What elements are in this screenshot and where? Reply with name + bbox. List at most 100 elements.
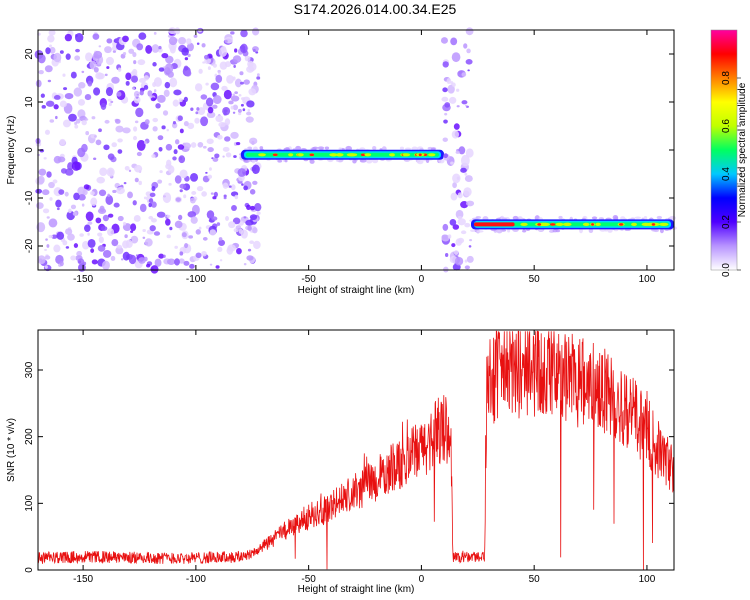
noise-blob bbox=[75, 48, 80, 53]
noise-blob bbox=[227, 244, 236, 252]
trace-peak bbox=[549, 223, 556, 226]
trace-hotspot bbox=[641, 222, 651, 226]
noise-blob bbox=[460, 167, 467, 173]
noise-blob bbox=[143, 196, 147, 200]
noise-blob bbox=[464, 222, 471, 228]
colorbar-label: Normalized spectral amplitude bbox=[737, 82, 748, 217]
noise-blob bbox=[205, 97, 214, 107]
noise-blob bbox=[133, 215, 141, 222]
noise-blob bbox=[240, 103, 244, 107]
noise-blob bbox=[206, 111, 216, 119]
noise-blob bbox=[85, 52, 93, 62]
noise-blob bbox=[116, 186, 125, 195]
trace-halo bbox=[470, 229, 476, 232]
noise-blob bbox=[124, 165, 130, 171]
noise-blob bbox=[230, 95, 240, 102]
noise-blob bbox=[172, 99, 180, 107]
noise-blob bbox=[449, 96, 457, 104]
noise-blob bbox=[207, 66, 211, 70]
noise-blob bbox=[252, 48, 256, 53]
noise-blob bbox=[95, 217, 102, 224]
noise-blob bbox=[452, 224, 460, 230]
spectrogram-y-tick-label: -10 bbox=[24, 190, 35, 205]
noise-blob bbox=[442, 137, 448, 142]
trace-halo bbox=[670, 215, 676, 221]
spectrogram-x-tick-label: -50 bbox=[301, 274, 316, 285]
noise-blob bbox=[168, 165, 175, 174]
noise-blob bbox=[82, 240, 90, 250]
noise-blob bbox=[454, 256, 464, 266]
noise-blob bbox=[115, 125, 124, 133]
trace-hotspot bbox=[520, 222, 528, 226]
noise-blob bbox=[49, 119, 55, 123]
noise-blob bbox=[166, 258, 176, 265]
noise-blob bbox=[133, 96, 141, 104]
noise-blob bbox=[35, 79, 42, 88]
noise-blob bbox=[249, 189, 256, 195]
noise-blob bbox=[77, 186, 86, 195]
noise-blob bbox=[232, 217, 241, 225]
noise-blob bbox=[65, 228, 73, 235]
trace-halo bbox=[284, 159, 288, 163]
colorbar-tick-label: 0.0 bbox=[721, 263, 732, 277]
noise-blob bbox=[177, 115, 183, 122]
noise-blob bbox=[205, 171, 208, 174]
trace-peak bbox=[309, 153, 315, 157]
noise-blob bbox=[456, 105, 460, 108]
noise-blob bbox=[456, 88, 460, 92]
noise-blob bbox=[93, 157, 97, 160]
noise-blob bbox=[83, 184, 90, 190]
noise-blob bbox=[107, 193, 111, 198]
noise-blob bbox=[53, 52, 62, 63]
noise-blob bbox=[240, 29, 248, 38]
noise-blob bbox=[164, 81, 171, 89]
noise-blob bbox=[122, 221, 127, 226]
noise-blob bbox=[148, 215, 154, 220]
noise-blob bbox=[81, 70, 85, 74]
noise-blob bbox=[206, 138, 214, 145]
noise-blob bbox=[122, 127, 131, 134]
colorbar: 0.0 0.2 0.4 0.6 0.8 Normalized spectral ampl… bbox=[710, 29, 748, 277]
noise-blob bbox=[169, 77, 178, 88]
noise-blob bbox=[110, 100, 114, 104]
noise-blob bbox=[87, 221, 93, 225]
noise-blob bbox=[197, 141, 204, 148]
noise-blob bbox=[440, 37, 448, 44]
noise-blob bbox=[115, 246, 124, 255]
noise-blob bbox=[181, 232, 187, 238]
noise-blob bbox=[84, 224, 91, 232]
noise-blob bbox=[183, 96, 188, 103]
noise-blob bbox=[224, 118, 231, 126]
noise-blob bbox=[139, 203, 147, 213]
noise-blob bbox=[445, 253, 449, 258]
noise-blob bbox=[463, 43, 468, 49]
noise-blob bbox=[78, 194, 86, 201]
noise-blob bbox=[98, 189, 107, 197]
noise-blob bbox=[144, 119, 150, 125]
noise-blob bbox=[457, 192, 463, 199]
noise-blob bbox=[93, 66, 99, 73]
noise-blob bbox=[204, 54, 209, 60]
noise-blob bbox=[209, 263, 213, 266]
noise-blob bbox=[175, 197, 181, 202]
noise-blob bbox=[218, 72, 221, 76]
noise-blob bbox=[136, 93, 139, 96]
noise-blob bbox=[107, 98, 112, 102]
noise-blob bbox=[146, 263, 151, 268]
noise-blob bbox=[188, 235, 194, 239]
snr-y-tick-label: 100 bbox=[24, 495, 35, 512]
noise-blob bbox=[172, 156, 177, 161]
noise-blob bbox=[98, 236, 104, 244]
noise-blob bbox=[117, 149, 123, 154]
noise-blob bbox=[226, 75, 234, 84]
noise-blob bbox=[37, 54, 46, 64]
noise-blob bbox=[255, 51, 259, 54]
noise-blob bbox=[460, 154, 470, 167]
noise-blob bbox=[107, 213, 114, 218]
noise-blob bbox=[71, 161, 81, 171]
noise-blob bbox=[166, 159, 172, 167]
noise-blob bbox=[49, 44, 52, 48]
noise-blob bbox=[97, 72, 105, 80]
noise-blob bbox=[59, 138, 66, 146]
noise-blob bbox=[195, 111, 199, 115]
